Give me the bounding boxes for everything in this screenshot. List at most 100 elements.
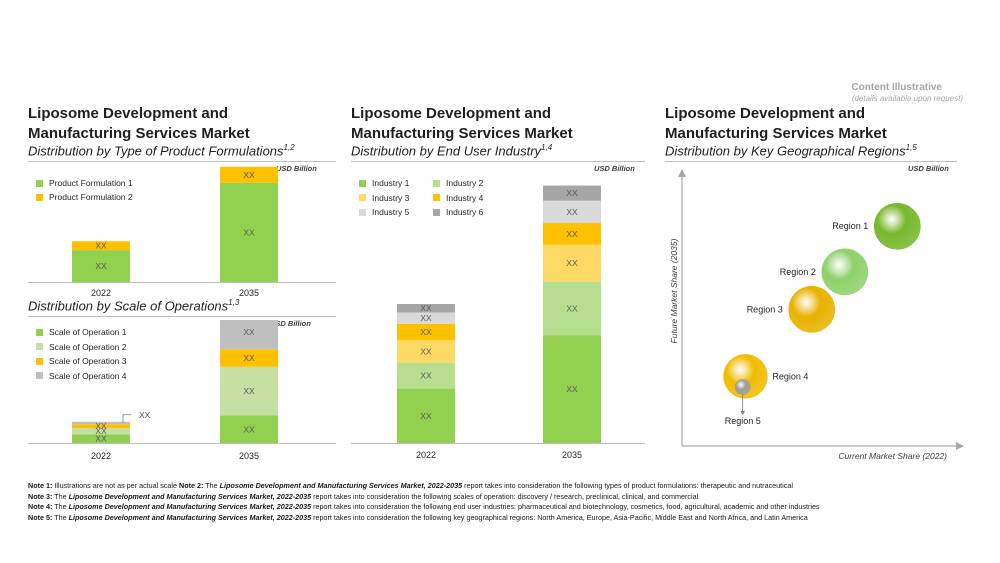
data-label: XX (95, 426, 107, 436)
bar-segment (543, 200, 601, 224)
note-report-name: Liposome Development and Manufacturing S… (68, 491, 312, 501)
bar-segment (72, 424, 130, 429)
legend-label: Product Formulation 2 (49, 192, 133, 202)
category-label: 2022 (91, 451, 111, 461)
middle-subtitle: Distribution by End User Industry1,4 (351, 143, 552, 158)
legend-item: Industry 1 (359, 178, 409, 188)
legend-label: Industry 6 (446, 207, 484, 217)
footnote-5: Note 5: The Liposome Development and Man… (28, 513, 968, 524)
middle-title-line1: Liposome Development and (351, 105, 552, 122)
legend-label: Industry 3 (372, 192, 410, 203)
legend-label: Industry 4 (446, 192, 484, 203)
category-label: 2035 (239, 288, 259, 298)
legend-swatch (433, 194, 440, 201)
bar-segment (72, 434, 130, 443)
data-label: XX (420, 411, 432, 421)
note-text: Illustrations are not as per actual scal… (52, 481, 180, 490)
data-label: XX (420, 371, 432, 381)
left-subtitle-scale: Distribution by Scale of Operations1,3 (28, 298, 239, 313)
middle-subtitle-text: Distribution by End User Industry (351, 143, 542, 159)
bar-segment (72, 421, 130, 425)
label-leader-arrow (740, 411, 746, 416)
legend-label: Scale of Operation 2 (49, 341, 127, 352)
left-title-line1: Liposome Development and (28, 105, 229, 122)
bar-segment (397, 323, 455, 341)
bar-segment (220, 349, 278, 367)
data-label: XX (243, 424, 255, 434)
legend-product-formulations: Product Formulation 1 Product Formulatio… (36, 178, 236, 208)
note-text: The (52, 502, 69, 511)
note-label: Note 5: (28, 512, 53, 522)
note-report-name: Liposome Development and Manufacturing S… (68, 502, 312, 511)
bar-segment (72, 428, 130, 435)
bar-segment (397, 304, 455, 313)
bar-segment (220, 366, 278, 416)
callout-line (122, 414, 131, 423)
bar-segment (543, 335, 601, 443)
legend-item: Scale of Operation 2 (36, 342, 127, 352)
legend-label: Industry 2 (446, 178, 484, 188)
bubble-point (873, 202, 921, 250)
data-label: XX (566, 188, 578, 198)
left-subtitle-formulations-sup: 1,2 (283, 143, 295, 152)
y-axis-label: Future Market Share (2035) (669, 238, 679, 343)
data-label: XX (243, 170, 255, 180)
bubble-point (788, 286, 836, 333)
note-report-name: Liposome Development and Manufacturing S… (219, 481, 463, 490)
legend-swatch (36, 357, 43, 365)
bubble-label: Region 4 (772, 371, 808, 381)
content-illustrative-subtitle: (details available upon request) (851, 94, 963, 103)
data-label: XX (243, 353, 255, 363)
middle-unit: USD Billion (594, 164, 635, 173)
note-text: report takes into consideration the foll… (311, 502, 820, 511)
legend-label: Scale of Operation 3 (49, 356, 127, 366)
bubble-label: Region 5 (725, 416, 761, 426)
legend-swatch (433, 179, 440, 187)
data-label: XX (243, 327, 255, 337)
legend-label: Industry 5 (372, 207, 410, 217)
middle-title-line2: Manufacturing Services Market (351, 125, 573, 142)
legend-swatch (359, 194, 366, 201)
middle-divider (351, 161, 645, 162)
footnote-1-2: Note 1: Illustrations are not as per act… (28, 481, 968, 492)
data-label: XX (95, 261, 107, 271)
left-top-divider (28, 161, 336, 162)
legend-swatch (359, 208, 366, 216)
data-label: XX (566, 384, 578, 394)
bar-segment (543, 223, 601, 245)
legend-item: Product Formulation 2 (36, 192, 133, 202)
left-bottom-divider (28, 316, 336, 317)
legend-scale-of-operations: Scale of Operation 1 Scale of Operation … (36, 327, 236, 387)
bar-segment (543, 185, 601, 201)
bar-segment (72, 250, 130, 282)
note-text: The (52, 512, 69, 522)
chart-geographical-regions: Current Market Share (2022) Future Market… (669, 169, 964, 461)
legend-label: Scale of Operation 1 (49, 327, 127, 337)
note-label: Note 1: (28, 481, 53, 490)
left-top-unit: USD Billion (276, 164, 317, 173)
note-text: report takes into consideration the foll… (311, 512, 808, 522)
legend-item: Industry 3 (359, 193, 409, 203)
legend-item: Scale of Operation 3 (36, 356, 127, 366)
legend-item: Scale of Operation 1 (36, 327, 127, 337)
category-label: 2035 (239, 451, 259, 461)
bar-segment (543, 281, 601, 336)
right-unit: USD Billion (908, 164, 949, 173)
legend-swatch (36, 372, 43, 379)
data-label: XX (95, 421, 107, 431)
x-axis-arrow (956, 442, 964, 450)
data-label: XX (566, 304, 578, 314)
x-axis-label: Current Market Share (2022) (838, 451, 947, 461)
bubble-label: Region 3 (747, 304, 783, 314)
data-label: XX (566, 258, 578, 268)
legend-label: Industry 1 (372, 178, 410, 188)
data-label: XX (420, 346, 432, 356)
legend-swatch (36, 179, 43, 187)
legend-item: Industry 5 (359, 207, 409, 217)
legend-item: Product Formulation 1 (36, 178, 133, 188)
right-subtitle-text: Distribution by Key Geographical Regions (665, 143, 906, 159)
note-label: Note 4: (28, 502, 53, 511)
legend-item: Scale of Operation 4 (36, 371, 127, 381)
legend-item: Industry 4 (433, 193, 483, 203)
bar-segment (397, 340, 455, 363)
